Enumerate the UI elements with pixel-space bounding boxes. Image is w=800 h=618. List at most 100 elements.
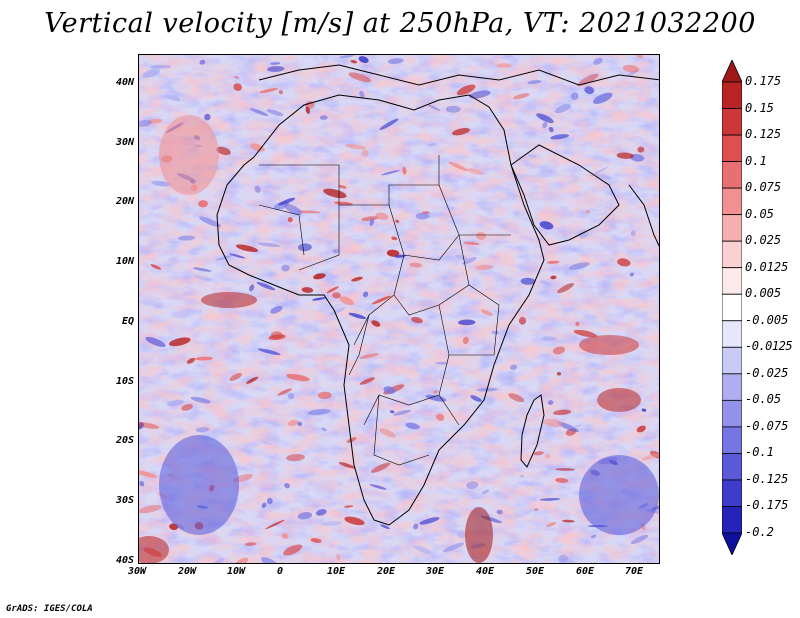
downdraft-patch	[297, 512, 313, 520]
colorbar-swatch	[722, 453, 742, 481]
updraft-patch	[270, 331, 283, 339]
downdraft-patch	[192, 267, 212, 272]
lat-label-10s: 10S	[115, 376, 134, 387]
downdraft-patch	[249, 108, 269, 117]
coastlines	[216, 64, 659, 526]
strong-velocity-feature	[139, 536, 169, 563]
downdraft-patch	[266, 109, 284, 116]
updraft-patch	[361, 216, 379, 221]
downdraft-patch	[574, 424, 582, 428]
updraft-patch	[622, 64, 640, 73]
updraft-patch	[234, 557, 249, 563]
downdraft-patch	[393, 409, 411, 416]
downdraft-patch	[496, 509, 503, 515]
updraft-patch	[198, 200, 208, 208]
updraft-patch	[476, 232, 486, 240]
strong-velocity-feature	[579, 455, 659, 535]
updraft-patch	[259, 88, 278, 93]
colorbar-swatch	[722, 373, 742, 401]
strong-velocity-feature	[579, 335, 639, 355]
downdraft-patch	[348, 312, 367, 320]
updraft-patch	[546, 260, 560, 264]
updraft-patch	[286, 454, 305, 462]
downdraft-patch	[167, 399, 185, 407]
updraft-patch	[636, 55, 644, 59]
updraft-patch	[636, 425, 646, 433]
downdraft-patch	[554, 104, 571, 114]
downdraft-patch	[380, 170, 400, 176]
updraft-patch	[233, 83, 242, 91]
downdraft-patch	[249, 284, 255, 292]
downdraft-patch	[584, 86, 595, 95]
updraft-patch	[326, 286, 340, 294]
downdraft-patch	[199, 216, 222, 228]
updraft-patch	[555, 477, 569, 483]
updraft-patch	[168, 337, 191, 347]
colorbar-label: -0.05	[745, 392, 782, 407]
downdraft-patch	[257, 242, 281, 248]
downdraft-patch	[149, 64, 172, 69]
updraft-patch	[348, 72, 372, 83]
downdraft-patch	[389, 410, 395, 414]
downdraft-patch	[270, 305, 283, 314]
colorbar-swatch	[722, 161, 742, 189]
updraft-patch	[616, 152, 634, 159]
downdraft-patch	[358, 56, 369, 64]
downdraft-patch	[213, 557, 225, 563]
updraft-patch	[508, 393, 525, 403]
downdraft-patch	[442, 542, 465, 553]
lat-label-10n: 10N	[115, 256, 134, 267]
updraft-patch	[379, 428, 396, 438]
updraft-patch	[139, 469, 158, 478]
updraft-patch	[281, 533, 289, 539]
colorbar-label: -0.125	[745, 471, 789, 486]
updraft-patch	[344, 516, 365, 526]
updraft-patch	[277, 388, 292, 396]
strong-velocity-feature	[159, 435, 239, 535]
colorbar-swatch	[722, 506, 742, 534]
downdraft-patch	[539, 280, 552, 286]
india-coastline	[628, 184, 659, 247]
lat-label-40s: 40S	[115, 555, 134, 566]
updraft-patch	[186, 357, 196, 364]
colorbar-label: -0.075	[745, 418, 789, 433]
downdraft-patch	[261, 441, 273, 445]
downdraft-patch	[359, 90, 365, 98]
colorbar-label: 0.025	[745, 233, 782, 248]
updraft-patch	[545, 453, 550, 459]
downdraft-patch	[215, 254, 234, 261]
downdraft-patch	[379, 118, 399, 131]
downdraft-patch	[329, 307, 346, 316]
updraft-patch	[181, 404, 193, 411]
updraft-patch	[642, 453, 659, 461]
colorbar-label: 0.05	[745, 206, 774, 221]
updraft-patch	[305, 106, 310, 114]
updraft-patch	[250, 143, 265, 152]
colorbar-label: -0.025	[745, 365, 789, 380]
downdraft-patch	[254, 185, 261, 193]
updraft-patch	[233, 76, 240, 79]
updraft-patch	[513, 93, 530, 100]
updraft-patch	[150, 264, 162, 270]
downdraft-patch	[536, 113, 554, 124]
downdraft-patch	[142, 69, 161, 78]
updraft-patch	[371, 295, 391, 305]
downdraft-patch	[428, 143, 437, 147]
updraft-patch	[422, 211, 430, 214]
updraft-patch	[344, 144, 367, 150]
updraft-patch	[386, 249, 400, 257]
updraft-patch	[562, 519, 575, 523]
updraft-patch	[553, 409, 572, 416]
downdraft-patch	[509, 364, 518, 370]
downdraft-patch	[394, 254, 406, 258]
downdraft-patch	[541, 336, 557, 341]
updraft-patch	[411, 316, 423, 324]
colorbar-label: 0.15	[745, 100, 774, 115]
updraft-patch	[317, 391, 332, 400]
updraft-patch	[542, 418, 563, 428]
lon-label-0: 0	[277, 566, 284, 577]
colorbar-swatch	[722, 267, 742, 295]
downdraft-patch	[542, 121, 548, 129]
downdraft-patch	[363, 291, 369, 298]
updraft-patch	[463, 241, 480, 246]
